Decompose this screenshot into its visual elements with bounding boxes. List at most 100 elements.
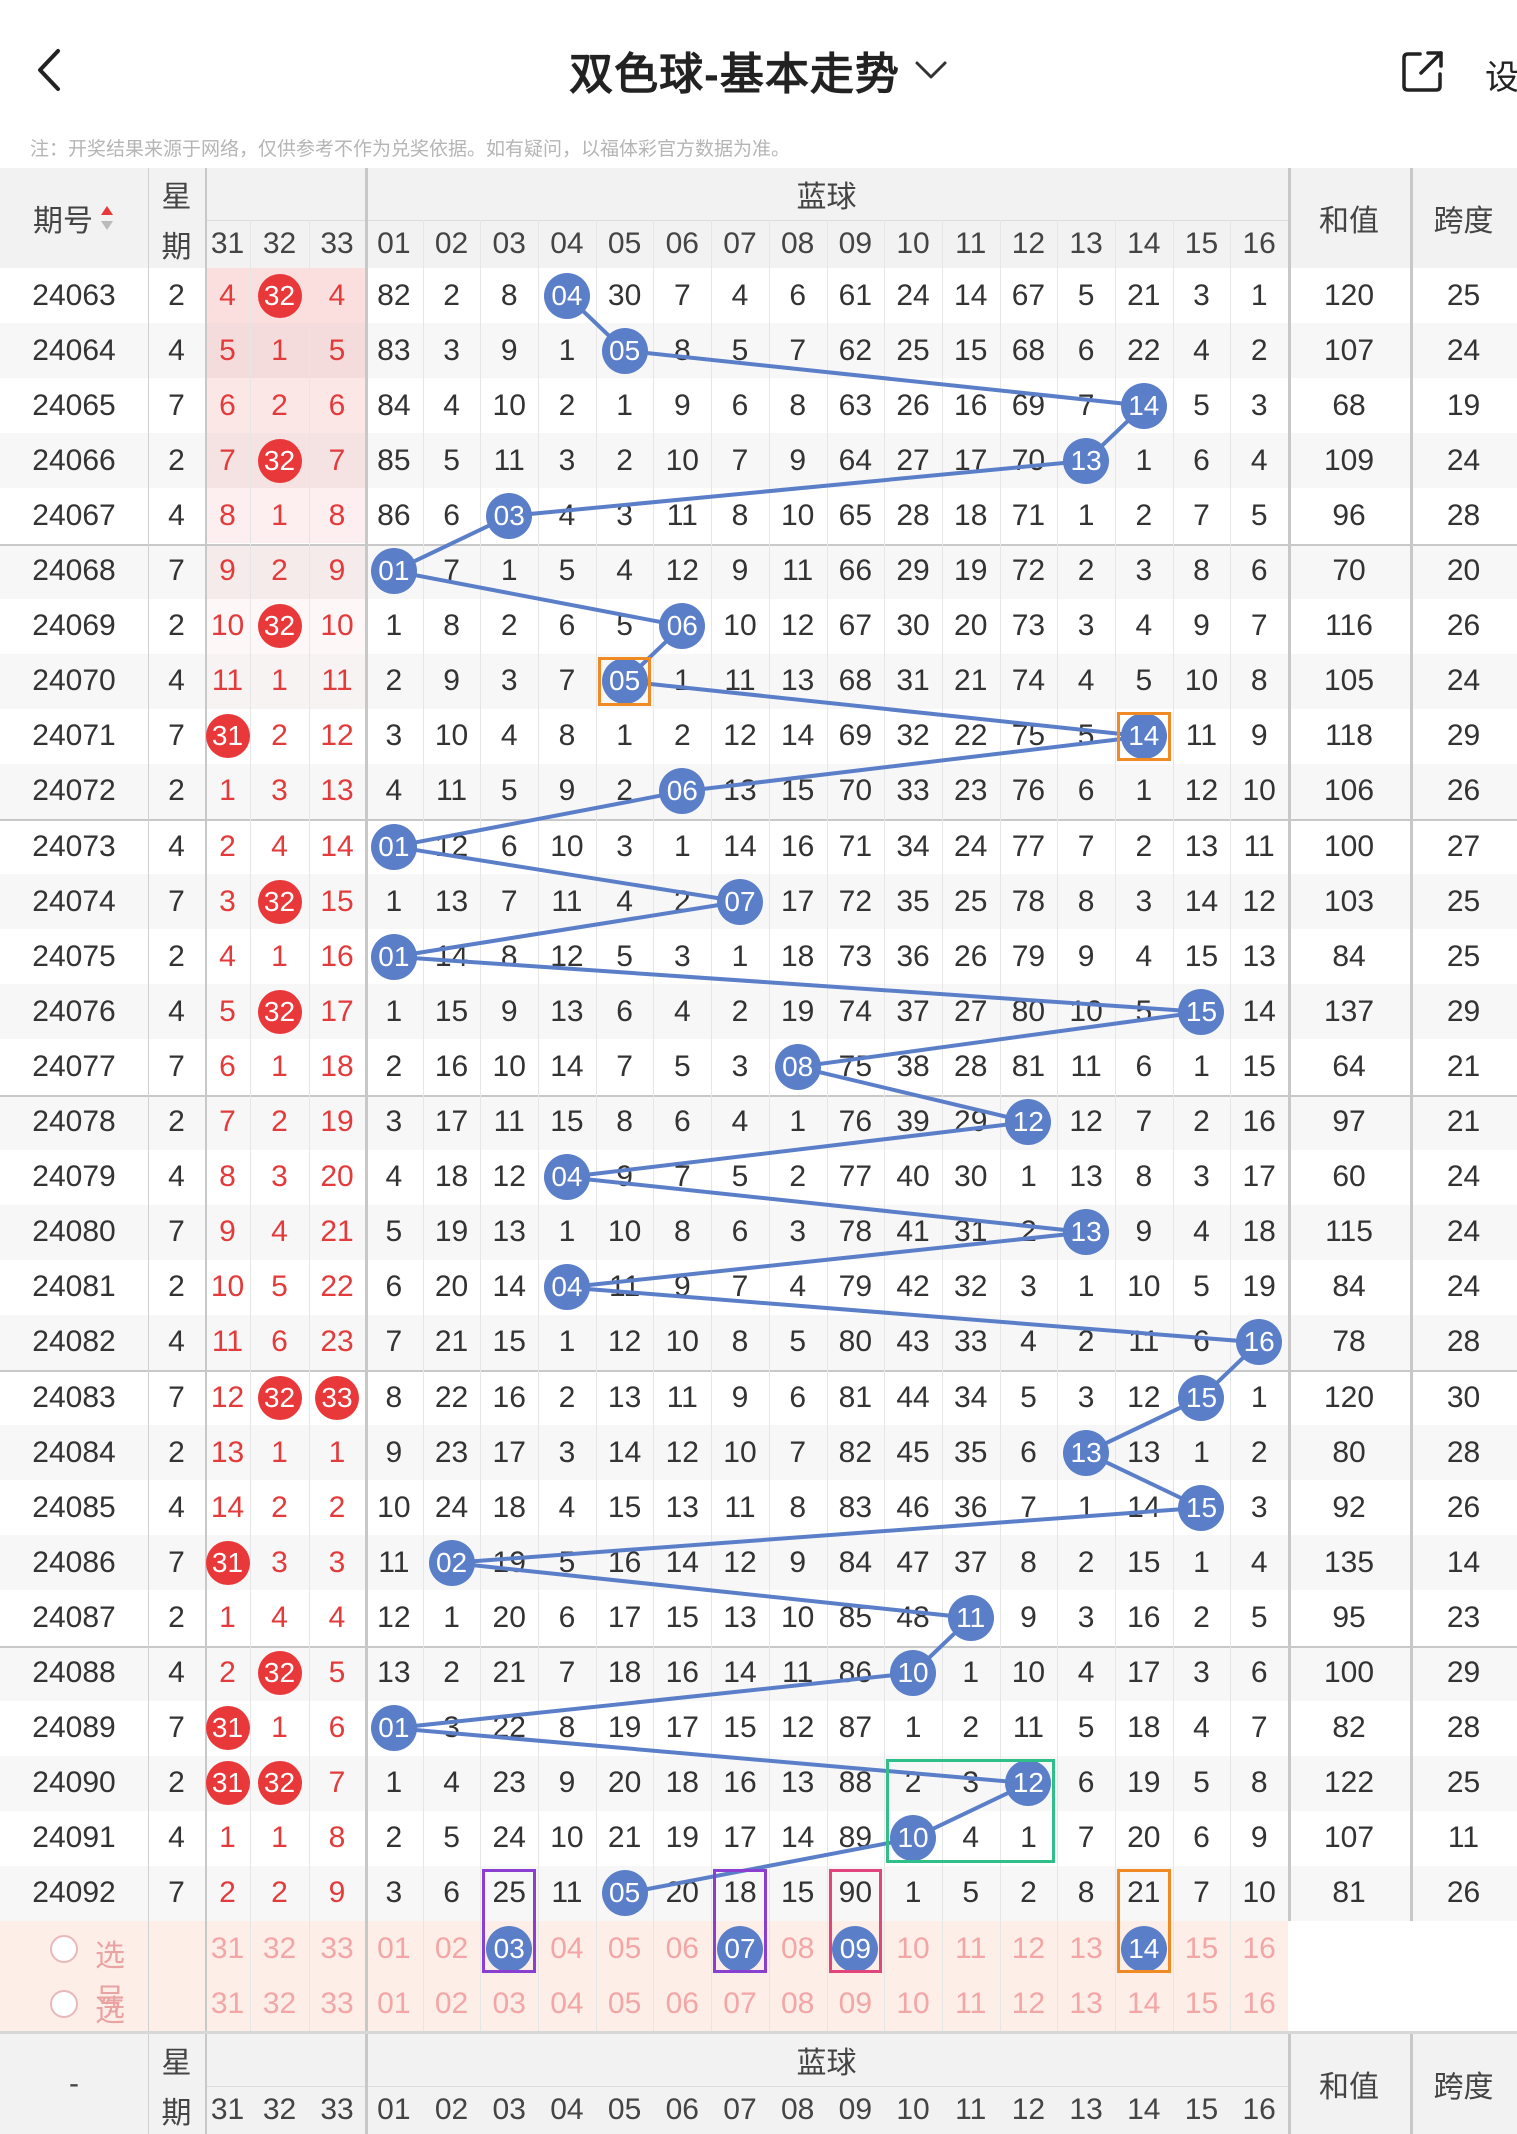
back-arrow-icon[interactable] xyxy=(30,45,70,95)
blue-miss-cell: 5 xyxy=(731,333,749,367)
blue-miss-cell: 21 xyxy=(434,1325,469,1359)
selected-blue-ball[interactable]: 14 xyxy=(1120,1925,1167,1972)
week-cell: 7 xyxy=(168,1380,185,1414)
blue-miss-cell: 16 xyxy=(954,388,988,422)
highlight-box xyxy=(1116,711,1171,761)
selected-blue-ball[interactable]: 03 xyxy=(486,1925,533,1972)
blue-miss-cell: 2 xyxy=(1193,1600,1210,1634)
col-divider-thin xyxy=(711,220,713,2032)
highlight-box xyxy=(886,1758,1056,1863)
blue-miss-cell: 11 xyxy=(1128,1325,1160,1359)
select-blue-number[interactable]: 11 xyxy=(955,1931,987,1965)
footer_header-period-label[interactable]: - xyxy=(69,2067,79,2101)
blue-miss-cell: 87 xyxy=(838,1711,873,1745)
select-blue-number[interactable]: 04 xyxy=(550,1986,584,2020)
blue-ball: 06 xyxy=(659,603,706,650)
blue-miss-cell: 21 xyxy=(607,1821,642,1855)
select-blue-number[interactable]: 04 xyxy=(550,1931,584,1965)
tail-cell: 6 xyxy=(219,1049,236,1083)
page-title[interactable]: 双色球-基本走势 xyxy=(0,38,1517,102)
blue-miss-cell: 19 xyxy=(1242,1270,1276,1304)
blue-miss-cell: 17 xyxy=(665,1711,699,1745)
select-blue-number[interactable]: 02 xyxy=(434,1986,469,2020)
blue-miss-cell: 8 xyxy=(1020,1545,1037,1579)
week-cell: 4 xyxy=(168,1490,185,1524)
footer_header-blue-col: 11 xyxy=(955,2093,987,2127)
sum-cell: 96 xyxy=(1332,498,1366,532)
blue-miss-cell: 4 xyxy=(443,1766,460,1800)
select-tail-number[interactable]: 33 xyxy=(320,1986,354,2020)
select-blue-number[interactable]: 06 xyxy=(665,1986,699,2020)
blue-miss-cell: 29 xyxy=(954,1105,988,1139)
select-radio[interactable] xyxy=(50,1934,78,1963)
blue-miss-cell: 1 xyxy=(558,333,576,367)
select-blue-number[interactable]: 08 xyxy=(780,1931,815,1965)
select-blue-number[interactable]: 10 xyxy=(896,1986,930,2020)
blue-miss-cell: 7 xyxy=(1193,498,1210,532)
blue-miss-cell: 6 xyxy=(731,1215,749,1249)
col-divider-thin xyxy=(1057,220,1059,2032)
select-blue-number[interactable]: 07 xyxy=(723,1986,757,2020)
select-blue-number[interactable]: 09 xyxy=(838,1986,873,2020)
blue-miss-cell: 1 xyxy=(1020,1160,1037,1194)
blue-miss-cell: 1 xyxy=(385,994,403,1028)
select-blue-number[interactable]: 01 xyxy=(377,1986,411,2020)
select-blue-number[interactable]: 11 xyxy=(955,1986,987,2020)
select-blue-number[interactable]: 16 xyxy=(1242,1931,1276,1965)
select-blue-number[interactable]: 15 xyxy=(1184,1986,1219,2020)
select-blue-number[interactable]: 08 xyxy=(780,1986,815,2020)
blue-miss-cell: 1 xyxy=(673,829,691,863)
select-tail-number[interactable]: 32 xyxy=(262,1931,297,1965)
selected-blue-ball[interactable]: 09 xyxy=(832,1925,879,1972)
blue-ball: 14 xyxy=(1120,382,1167,429)
span-cell: 25 xyxy=(1446,939,1481,973)
blue-miss-cell: 84 xyxy=(377,388,411,422)
share-icon[interactable] xyxy=(1400,48,1446,94)
blue-miss-cell: 12 xyxy=(780,1711,815,1745)
select-blue-number[interactable]: 14 xyxy=(1127,1986,1161,2020)
blue-ball: 13 xyxy=(1063,1429,1110,1476)
blue-miss-cell: 12 xyxy=(434,829,469,863)
select-tail-number[interactable]: 31 xyxy=(210,1931,245,1965)
select-blue-number[interactable]: 05 xyxy=(607,1986,642,2020)
select-radio[interactable] xyxy=(50,1989,78,2018)
select-blue-number[interactable]: 03 xyxy=(492,1986,526,2020)
select-blue-number[interactable]: 05 xyxy=(607,1931,642,1965)
select-blue-number[interactable]: 02 xyxy=(434,1931,469,1965)
select-tail-number[interactable]: 32 xyxy=(262,1986,297,2020)
header-tail-col: 31 xyxy=(210,227,245,260)
blue-miss-cell: 6 xyxy=(1077,1766,1095,1800)
select-tail-number[interactable]: 33 xyxy=(320,1931,354,1965)
blue-miss-cell: 13 xyxy=(377,1656,411,1690)
header-blue-col: 10 xyxy=(896,227,930,260)
blue-miss-cell: 15 xyxy=(780,1876,815,1910)
select-blue-number[interactable]: 13 xyxy=(1069,1931,1103,1965)
select-blue-number[interactable]: 12 xyxy=(1011,1931,1046,1965)
select-blue-number[interactable]: 06 xyxy=(665,1931,699,1965)
select-blue-number[interactable]: 15 xyxy=(1184,1931,1219,1965)
select-tail-number[interactable]: 31 xyxy=(210,1986,245,2020)
select-blue-number[interactable]: 16 xyxy=(1242,1986,1276,2020)
span-cell: 25 xyxy=(1446,884,1481,918)
select-blue-number[interactable]: 12 xyxy=(1011,1986,1046,2020)
blue-miss-cell: 8 xyxy=(558,719,576,753)
blue-miss-cell: 5 xyxy=(1193,1270,1210,1304)
header-period-label[interactable]: 期号 xyxy=(0,168,148,268)
blue-miss-cell: 9 xyxy=(558,1766,576,1800)
blue-miss-cell: 5 xyxy=(1020,1380,1037,1414)
select-blue-number[interactable]: 01 xyxy=(377,1931,411,1965)
select-blue-number[interactable]: 13 xyxy=(1069,1986,1103,2020)
blue-ball: 01 xyxy=(370,1705,417,1752)
blue-miss-cell: 12 xyxy=(1184,774,1219,808)
blue-miss-cell: 1 xyxy=(385,1766,403,1800)
blue-miss-cell: 4 xyxy=(1077,1656,1095,1690)
tail-cell: 2 xyxy=(271,1490,288,1524)
select-blue-number[interactable]: 10 xyxy=(896,1931,930,1965)
col-divider-thin xyxy=(422,220,424,2032)
span-cell: 27 xyxy=(1446,829,1481,863)
sum-cell: 95 xyxy=(1332,1600,1366,1634)
blue-miss-cell: 3 xyxy=(1077,609,1095,643)
selected-blue-ball[interactable]: 07 xyxy=(716,1925,763,1972)
settings-button[interactable]: 设 xyxy=(1485,59,1517,97)
blue-miss-cell: 13 xyxy=(550,994,584,1028)
